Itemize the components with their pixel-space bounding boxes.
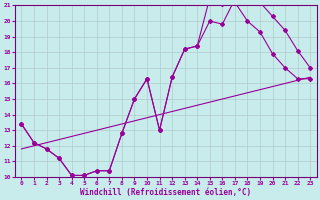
X-axis label: Windchill (Refroidissement éolien,°C): Windchill (Refroidissement éolien,°C) xyxy=(80,188,252,197)
